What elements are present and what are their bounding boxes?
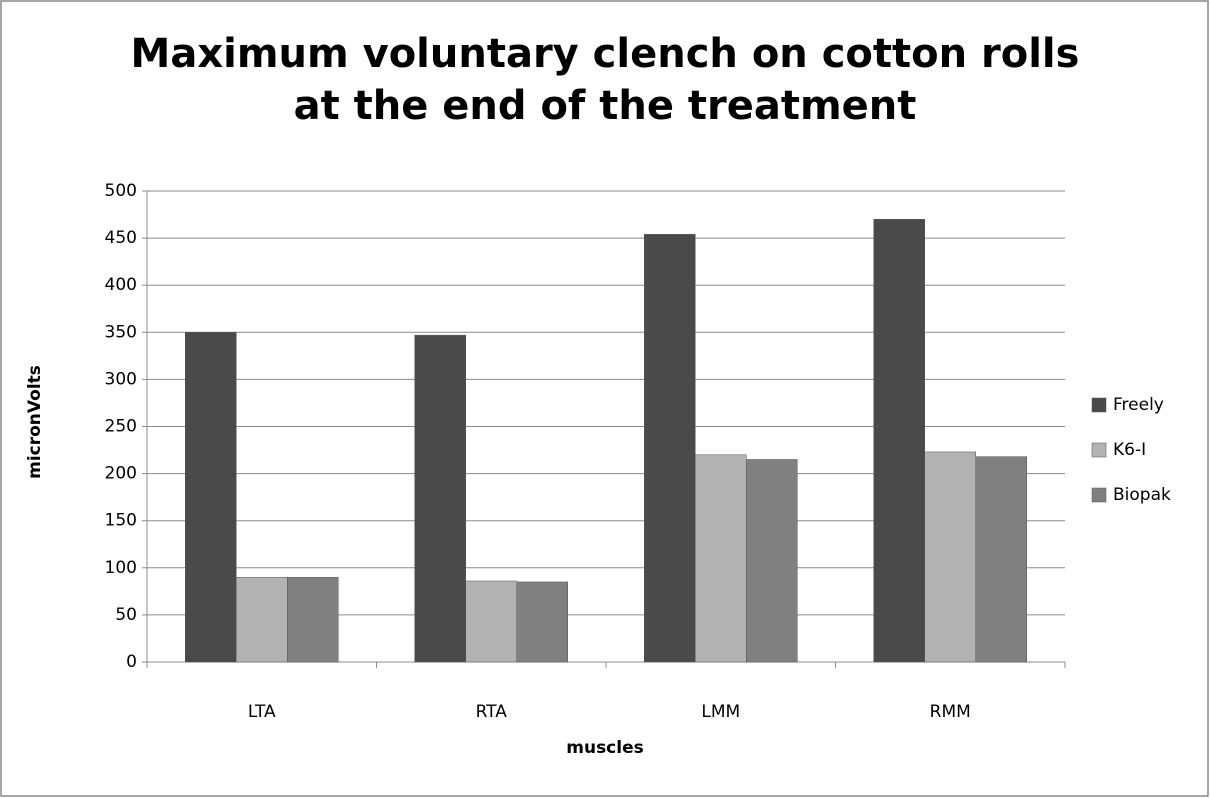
bar [746,459,798,663]
bar [516,581,568,663]
bar [924,451,976,663]
y-tick-label: 450 [105,228,137,248]
legend-swatch [1091,397,1107,413]
chart-title: Maximum voluntary clench on cotton rolls… [130,31,1080,129]
y-tick-label: 500 [105,181,137,201]
y-axis-label: micronVolts [25,365,45,479]
y-tick-label: 0 [126,652,137,672]
y-tick-label: 100 [105,558,137,578]
legend-swatch [1091,487,1107,503]
legend-swatch [1091,442,1107,458]
bar [236,576,288,663]
x-tick-label: LMM [701,702,740,722]
bar [975,456,1027,663]
x-tick-label: RMM [930,702,971,722]
y-tick-label: 150 [105,511,137,531]
y-tick-label: 50 [115,605,137,625]
bar [695,454,747,663]
y-tick-label: 250 [105,417,137,437]
legend-label: Biopak [1113,485,1171,505]
x-tick-label: LTA [248,702,276,722]
y-tick-label: 350 [105,322,137,342]
legend-label: K6-I [1113,440,1146,460]
bar [873,219,925,663]
y-tick-label: 200 [105,464,137,484]
x-axis-label: muscles [566,738,644,758]
legend-label: Freely [1113,395,1164,415]
bar [414,334,466,663]
y-tick-label: 400 [105,275,137,295]
bar [287,576,339,663]
bar [185,332,237,663]
bar [644,234,696,663]
x-tick-label: RTA [476,702,508,722]
bar [465,580,517,663]
y-tick-label: 300 [105,369,137,389]
